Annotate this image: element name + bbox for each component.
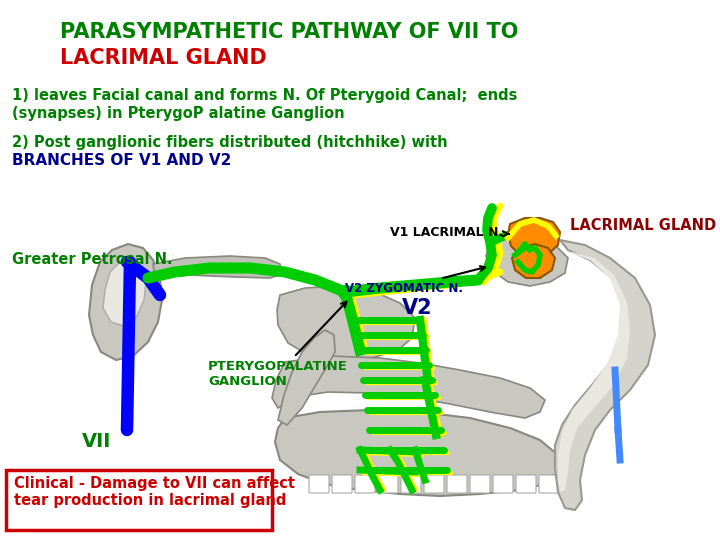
Text: 1) leaves Facial canal and forms N. Of Pterygoid Canal;  ends: 1) leaves Facial canal and forms N. Of P… (12, 88, 518, 103)
Text: LACRIMAL GLAND: LACRIMAL GLAND (570, 219, 716, 233)
Polygon shape (89, 244, 162, 360)
Text: PTERYGOPALATINE
GANGLION: PTERYGOPALATINE GANGLION (208, 302, 348, 388)
Polygon shape (103, 260, 146, 326)
Text: LACRIMAL GLAND: LACRIMAL GLAND (60, 48, 266, 68)
FancyBboxPatch shape (332, 475, 352, 493)
FancyBboxPatch shape (401, 475, 421, 493)
FancyBboxPatch shape (6, 470, 272, 530)
FancyBboxPatch shape (493, 475, 513, 493)
Text: Greater Petrosal N.: Greater Petrosal N. (12, 252, 173, 267)
Text: 2) Post ganglionic fibers distributed (hitchhike) with: 2) Post ganglionic fibers distributed (h… (12, 135, 448, 150)
Text: PARASYMPATHETIC PATHWAY OF VII TO: PARASYMPATHETIC PATHWAY OF VII TO (60, 22, 518, 42)
FancyBboxPatch shape (470, 475, 490, 493)
Polygon shape (508, 218, 560, 258)
Text: VII: VII (82, 432, 112, 451)
Polygon shape (512, 244, 555, 278)
Text: Clinical - Damage to VII can affect
tear production in lacrimal gland: Clinical - Damage to VII can affect tear… (14, 476, 295, 508)
FancyBboxPatch shape (355, 475, 375, 493)
Polygon shape (272, 356, 545, 418)
Polygon shape (558, 252, 630, 492)
Polygon shape (153, 256, 282, 278)
Text: BRANCHES OF V1 AND V2: BRANCHES OF V1 AND V2 (12, 153, 231, 168)
FancyBboxPatch shape (516, 475, 536, 493)
Polygon shape (555, 240, 655, 510)
FancyBboxPatch shape (539, 475, 559, 493)
Polygon shape (275, 410, 558, 496)
Text: V2 ZYGOMATIC N.: V2 ZYGOMATIC N. (345, 266, 485, 294)
Text: V2: V2 (402, 298, 433, 318)
FancyBboxPatch shape (309, 475, 329, 493)
Polygon shape (277, 286, 415, 360)
Polygon shape (486, 237, 568, 286)
FancyBboxPatch shape (424, 475, 444, 493)
FancyBboxPatch shape (447, 475, 467, 493)
Polygon shape (278, 330, 335, 425)
Text: (synapses) in PterygoP alatine Ganglion: (synapses) in PterygoP alatine Ganglion (12, 106, 345, 121)
Text: V1 LACRIMAL N.: V1 LACRIMAL N. (390, 226, 509, 239)
FancyBboxPatch shape (378, 475, 398, 493)
